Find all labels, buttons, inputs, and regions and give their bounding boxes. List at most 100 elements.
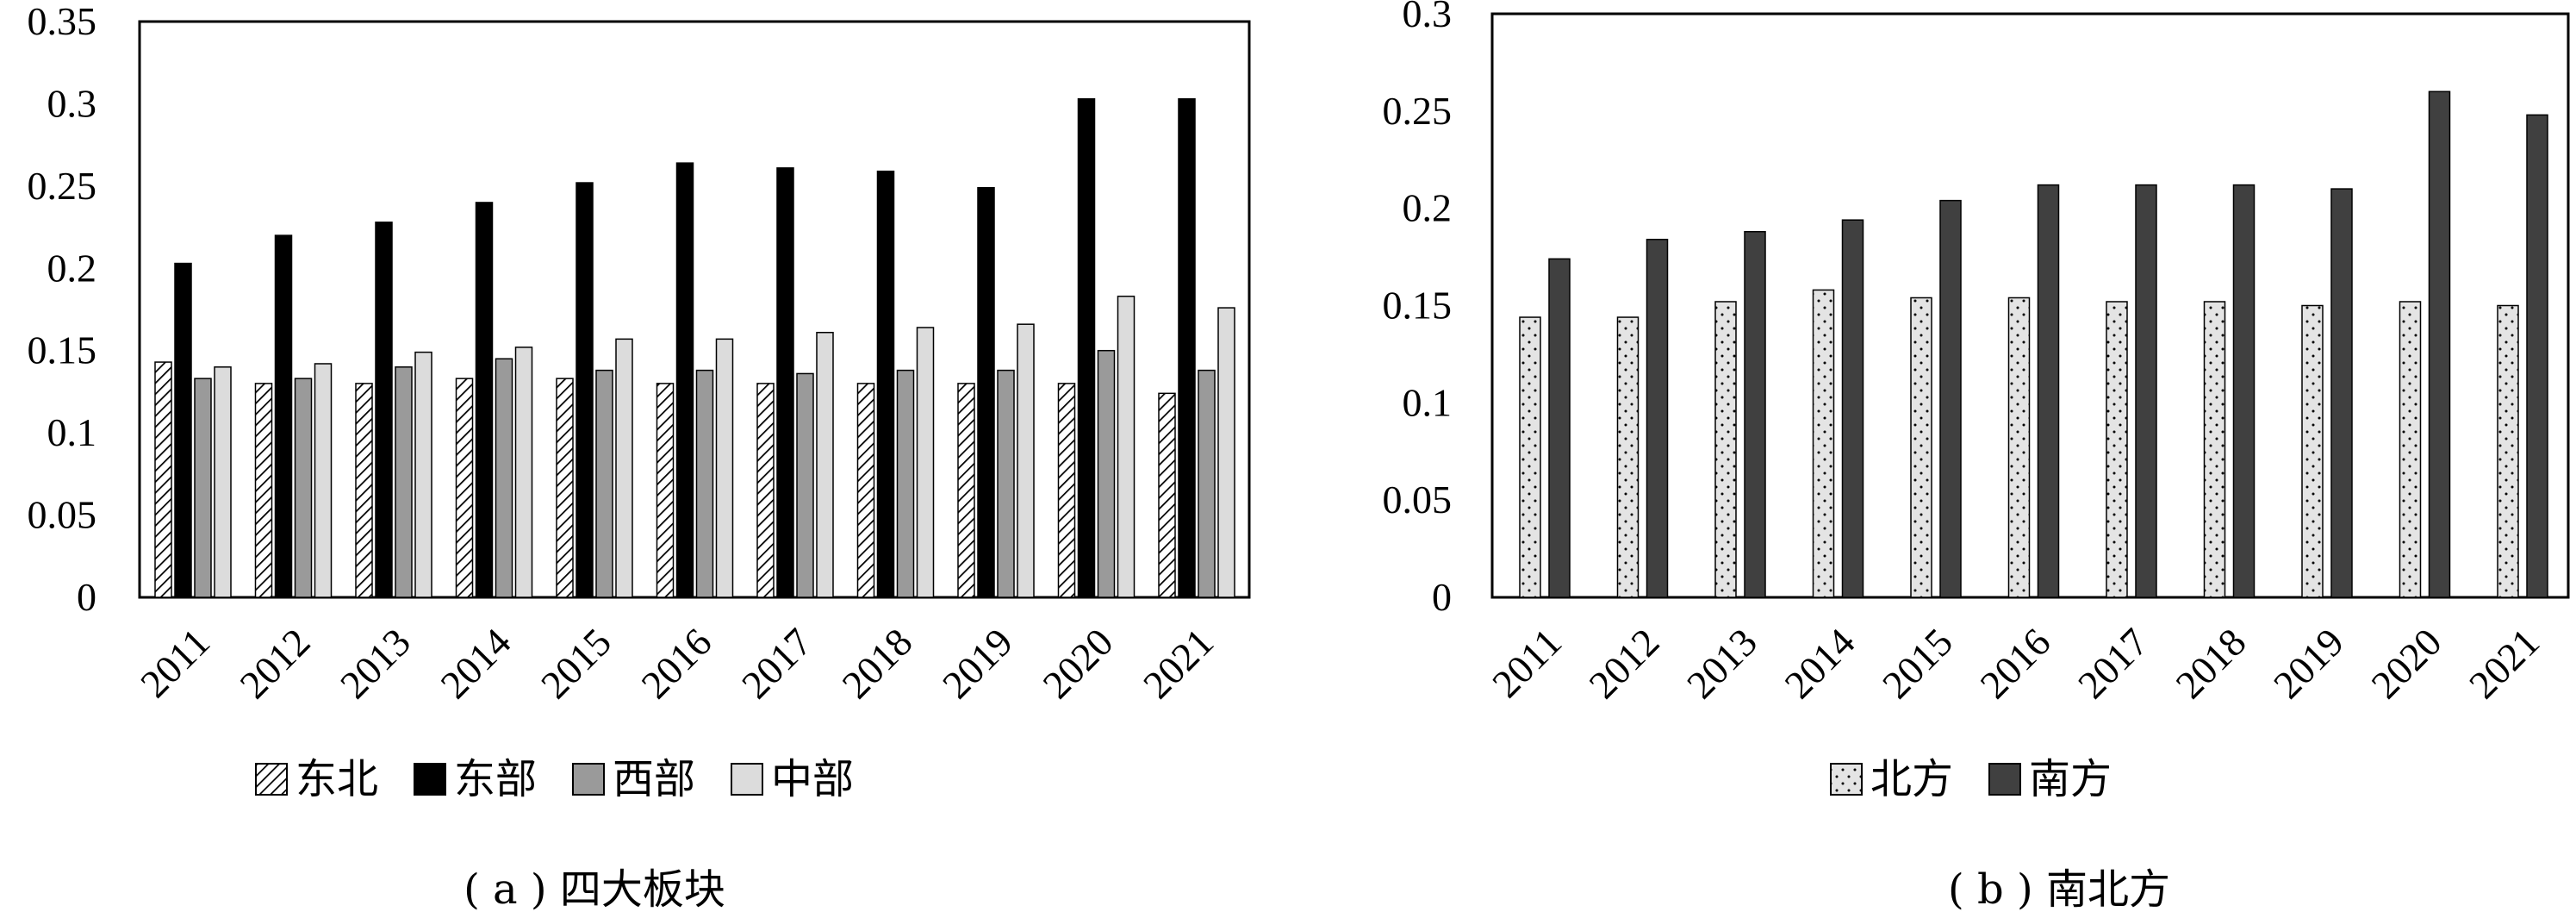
bar-北方-2020	[2399, 301, 2422, 598]
x-axis-a: 2011 2012 2013 2014 2015 2016 2017 2018 2019 2020…	[132, 620, 1222, 707]
x-tick-label: 2011	[132, 620, 218, 706]
bar-北方-2014	[1812, 289, 1835, 598]
y-tick-label: 0.05	[28, 493, 97, 537]
bar-中部-2015	[615, 338, 633, 598]
x-tick-label: 2016	[632, 620, 719, 707]
x-tick-label: 2011	[1484, 620, 1570, 706]
x-tick-label: 2016	[1971, 620, 2058, 707]
legend-swatch-西部	[572, 763, 605, 796]
legend-swatch-东部	[414, 763, 446, 796]
legend-label: 东部	[454, 755, 537, 803]
y-tick-label: 0	[1432, 575, 1452, 619]
bar-东北-2013	[355, 383, 373, 598]
legend-label: 中部	[771, 755, 854, 803]
y-tick-label: 0.35	[28, 0, 97, 43]
legend-a: 东北 东部 西部 中部	[255, 755, 854, 803]
bar-西部-2017	[796, 372, 814, 598]
bars-a	[154, 97, 1235, 598]
bar-西部-2016	[695, 369, 714, 598]
bar-东北-2019	[957, 383, 975, 598]
caption-a: ( a ) 四大板块	[464, 865, 725, 914]
bar-东部-2017	[776, 167, 794, 598]
legend-label: 东北	[296, 755, 378, 803]
bar-东部-2011	[174, 262, 192, 598]
bar-南方-2021	[2526, 114, 2548, 598]
bar-西部-2018	[896, 369, 915, 598]
caption-b: ( b ) 南北方	[1948, 865, 2170, 914]
bar-东部-2019	[977, 187, 995, 598]
y-axis-b: 0 0.05 0.1 0.15 0.2 0.25 0.3	[1383, 0, 1453, 619]
bar-东北-2011	[154, 361, 172, 598]
bar-西部-2014	[495, 358, 513, 598]
x-tick-label: 2021	[1135, 620, 1222, 707]
legend-swatch-东北	[255, 763, 288, 796]
plot-frame-b	[1490, 12, 2570, 599]
bar-西部-2019	[997, 369, 1015, 598]
bar-南方-2019	[2330, 188, 2353, 598]
legend-swatch-南方	[1988, 763, 2021, 796]
legend-label: 北方	[1870, 755, 1953, 803]
bar-南方-2011	[1548, 258, 1571, 598]
bar-南方-2020	[2428, 91, 2451, 598]
x-tick-label: 2015	[532, 620, 619, 707]
bar-东部-2018	[876, 170, 895, 598]
plot-frame-a	[138, 20, 1251, 599]
bar-南方-2016	[2037, 184, 2060, 598]
bar-北方-2011	[1519, 316, 1541, 598]
bar-东北-2014	[455, 378, 474, 598]
bar-北方-2016	[2007, 297, 2031, 598]
y-tick-label: 0.05	[1383, 478, 1453, 521]
y-tick-label: 0.25	[1383, 89, 1453, 133]
bar-东部-2021	[1178, 97, 1196, 598]
bar-东北-2012	[254, 383, 273, 598]
y-tick-label: 0.2	[1403, 186, 1453, 230]
x-tick-label: 2013	[1678, 620, 1765, 707]
legend-label: 南方	[2029, 755, 2112, 803]
bar-东部-2016	[675, 162, 694, 598]
bar-东部-2020	[1077, 97, 1096, 598]
bar-东北-2017	[756, 383, 775, 598]
y-tick-label: 0.1	[47, 410, 97, 454]
bar-南方-2013	[1744, 230, 1766, 598]
bar-南方-2018	[2232, 184, 2256, 598]
bar-中部-2018	[916, 327, 935, 598]
bar-西部-2011	[194, 378, 212, 598]
bar-东北-2020	[1057, 383, 1076, 598]
bar-北方-2018	[2203, 301, 2226, 598]
y-tick-label: 0.3	[1403, 0, 1453, 35]
x-tick-label: 2020	[2362, 620, 2449, 707]
chart-panel-b: 00.050.10.150.20.250.3 2011 2012 2013 2014 2…	[1383, 0, 2570, 914]
legend-swatch-北方	[1830, 763, 1863, 796]
y-tick-label: 0.1	[1403, 380, 1453, 424]
bar-东部-2013	[375, 222, 393, 598]
bar-东部-2015	[576, 182, 594, 598]
legend-b: 北方 南方	[1830, 755, 2112, 803]
bar-中部-2019	[1017, 323, 1035, 598]
x-tick-label: 2019	[934, 620, 1021, 707]
bar-中部-2016	[715, 338, 734, 598]
bar-中部-2014	[514, 347, 533, 598]
legend-swatch-中部	[731, 763, 763, 796]
bar-西部-2013	[395, 366, 413, 598]
y-tick-label: 0	[77, 575, 96, 619]
bar-北方-2021	[2497, 304, 2519, 598]
y-tick-label: 0.2	[47, 246, 97, 290]
bar-中部-2020	[1117, 295, 1136, 598]
x-tick-label: 2020	[1034, 620, 1121, 707]
bar-东北-2016	[656, 383, 675, 598]
x-tick-label: 2014	[432, 620, 519, 707]
legend-label: 西部	[613, 755, 695, 803]
bar-北方-2012	[1616, 316, 1640, 598]
bar-南方-2012	[1646, 239, 1669, 598]
chart-panel-a: 00.050.10.150.20.250.30.35 2011 2012 2013 2…	[28, 0, 1251, 914]
bar-中部-2021	[1217, 307, 1235, 598]
bar-中部-2013	[414, 351, 432, 598]
x-tick-label: 2012	[231, 620, 318, 707]
x-tick-label: 2017	[2069, 620, 2156, 707]
bar-中部-2011	[214, 366, 232, 598]
bar-东北-2015	[556, 378, 574, 598]
bar-东北-2021	[1158, 392, 1176, 598]
x-tick-label: 2014	[1776, 620, 1863, 707]
x-tick-label: 2015	[1874, 620, 1961, 707]
